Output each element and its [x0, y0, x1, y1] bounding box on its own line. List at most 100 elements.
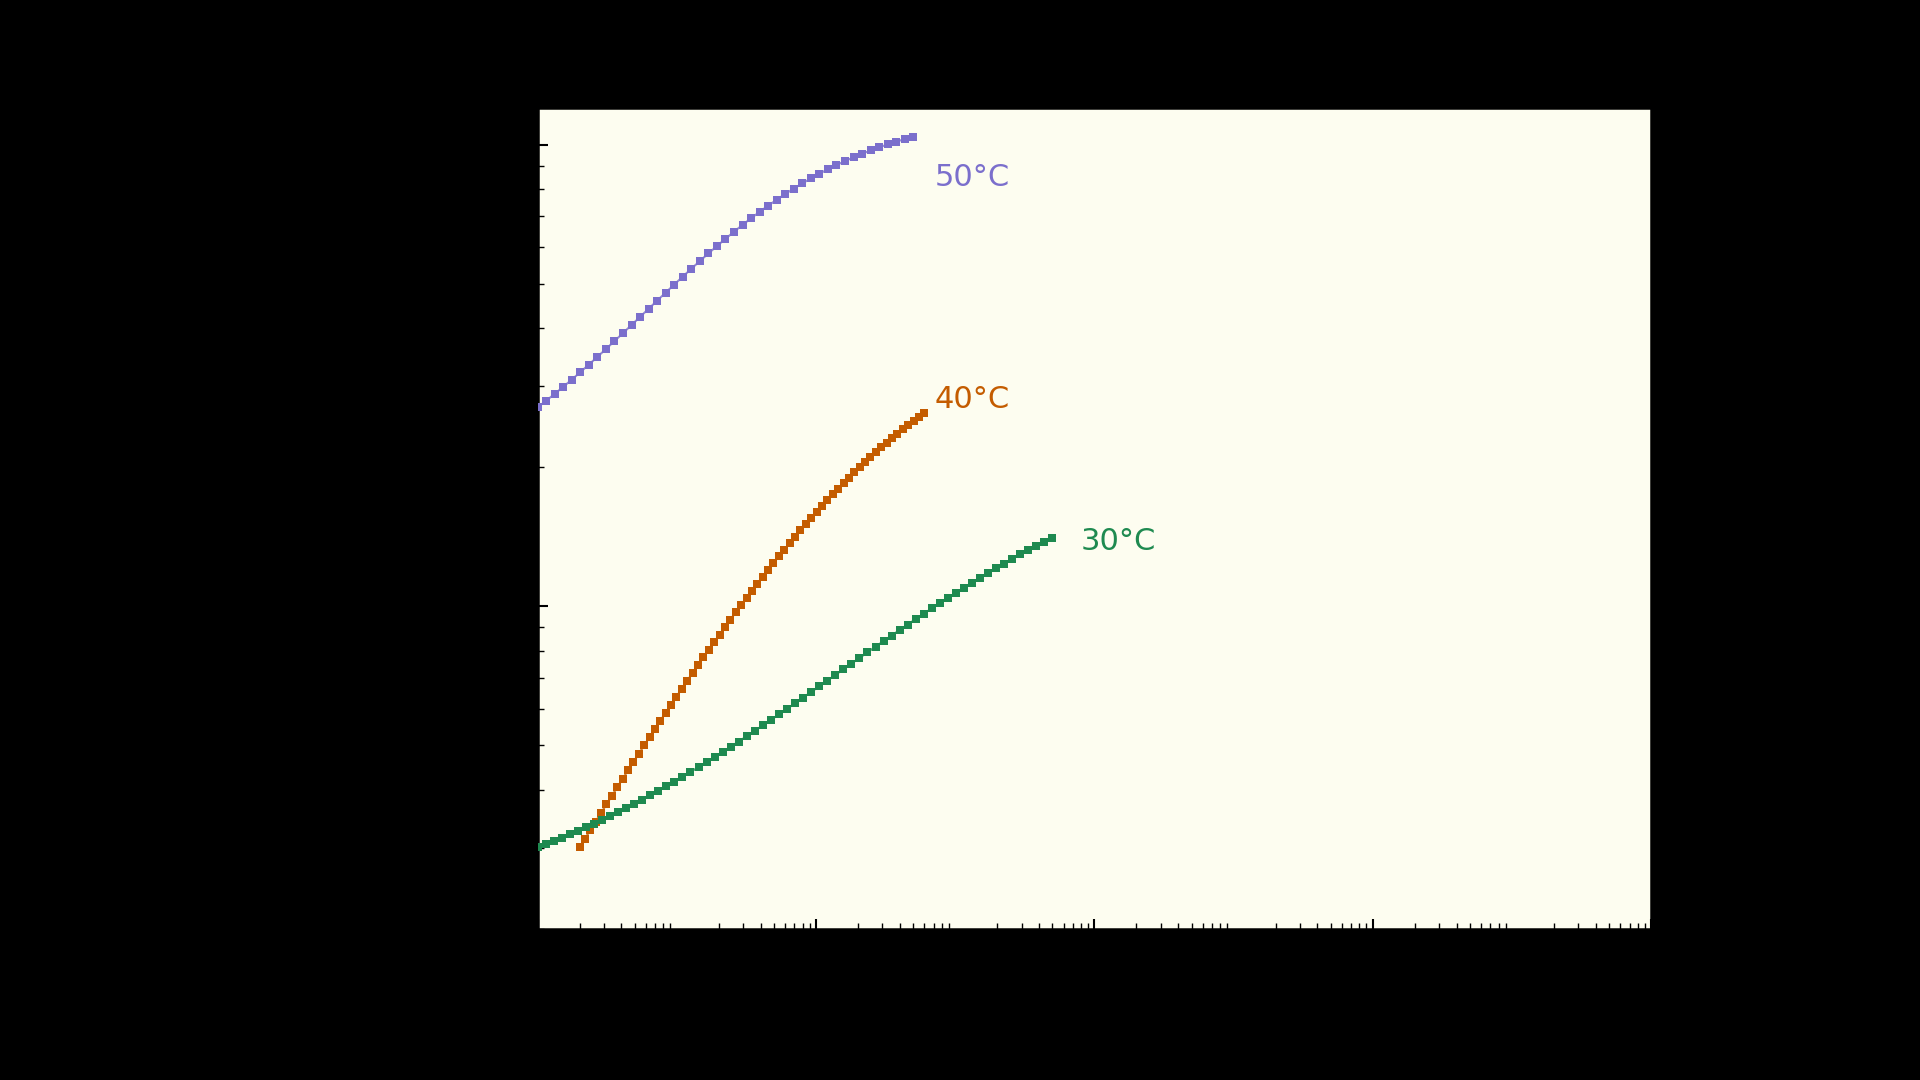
Point: [764, 548, 795, 565]
Point: [881, 426, 912, 443]
Point: [666, 768, 697, 785]
Point: [607, 324, 637, 341]
Point: [538, 833, 568, 850]
Point: [557, 370, 588, 388]
Point: [787, 175, 818, 192]
Point: [774, 535, 804, 552]
Point: [845, 459, 876, 476]
Point: [586, 805, 616, 822]
Point: [818, 486, 849, 503]
Point: [570, 819, 601, 836]
Point: [588, 811, 618, 828]
Point: [933, 590, 964, 607]
Point: [795, 684, 826, 701]
Point: [822, 157, 852, 174]
Y-axis label: Strain (%): Strain (%): [442, 435, 474, 602]
Point: [699, 748, 730, 766]
Point: [812, 161, 843, 178]
Point: [651, 284, 682, 301]
Point: [668, 268, 699, 285]
Point: [941, 584, 972, 602]
Point: [854, 141, 885, 159]
Point: [724, 733, 755, 751]
Point: [812, 672, 843, 689]
Point: [691, 754, 722, 771]
Point: [624, 745, 655, 762]
Point: [591, 340, 622, 357]
Point: [872, 136, 902, 153]
Point: [916, 599, 947, 617]
Point: [651, 778, 682, 795]
Point: [540, 386, 570, 403]
Point: [824, 481, 854, 498]
Point: [676, 764, 707, 781]
Point: [639, 720, 670, 738]
Point: [872, 434, 902, 451]
Point: [854, 448, 885, 465]
Point: [657, 696, 687, 713]
Point: [785, 522, 816, 539]
Point: [636, 786, 666, 804]
Point: [611, 799, 641, 816]
Point: [666, 680, 697, 698]
Point: [563, 822, 593, 839]
Point: [778, 180, 808, 198]
Point: [1021, 537, 1052, 554]
Point: [720, 604, 751, 621]
Point: [555, 826, 586, 843]
Text: 40°C: 40°C: [935, 386, 1010, 415]
Point: [1014, 541, 1044, 558]
Point: [860, 638, 891, 656]
Point: [737, 582, 768, 599]
Point: [710, 230, 741, 247]
Point: [845, 649, 876, 666]
Point: [707, 743, 737, 760]
Point: [745, 203, 776, 220]
Point: [641, 292, 672, 309]
Point: [772, 700, 803, 717]
X-axis label: Time: Time: [1054, 975, 1135, 1008]
Point: [651, 704, 682, 721]
Point: [530, 392, 561, 409]
Point: [804, 165, 835, 183]
Point: [705, 626, 735, 644]
Point: [659, 773, 689, 791]
Point: [634, 729, 664, 746]
Point: [618, 754, 649, 771]
Point: [643, 782, 674, 799]
Point: [693, 642, 724, 659]
Point: [603, 804, 634, 821]
Point: [866, 438, 897, 456]
Point: [899, 129, 929, 146]
Point: [699, 633, 730, 650]
Point: [787, 689, 818, 706]
Point: [828, 661, 858, 678]
Point: [645, 712, 676, 729]
Point: [735, 210, 766, 227]
Point: [522, 838, 553, 855]
Point: [758, 554, 789, 571]
Point: [801, 503, 831, 521]
Point: [612, 761, 643, 779]
Point: [626, 791, 657, 808]
Point: [672, 672, 703, 689]
Point: [893, 417, 924, 434]
Title: Experimental Results: Experimental Results: [902, 65, 1286, 98]
Point: [795, 170, 826, 187]
Point: [747, 717, 778, 734]
Point: [989, 555, 1020, 572]
Point: [852, 644, 883, 661]
Point: [684, 657, 714, 674]
Point: [580, 813, 611, 831]
Point: [996, 551, 1027, 568]
Text: 50°C: 50°C: [935, 163, 1010, 191]
Point: [701, 238, 732, 255]
Point: [714, 611, 745, 629]
Point: [634, 300, 664, 318]
Point: [839, 463, 870, 481]
Point: [564, 364, 595, 381]
Point: [881, 133, 912, 150]
Point: [770, 186, 801, 203]
Point: [899, 413, 929, 430]
Point: [973, 564, 1004, 581]
